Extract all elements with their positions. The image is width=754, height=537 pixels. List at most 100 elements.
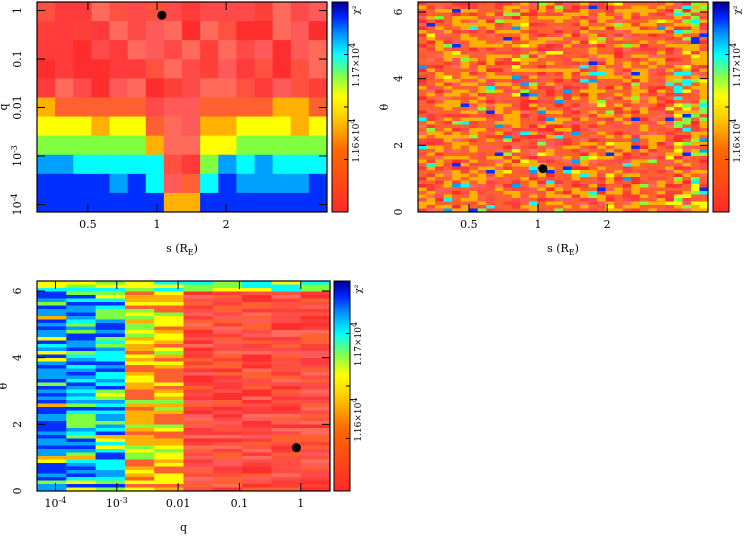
heatmap-cell: [656, 65, 666, 69]
heatmap-cell: [66, 375, 96, 380]
heatmap-cell: [66, 305, 96, 310]
heatmap-cell: [95, 368, 126, 373]
heatmap-cell: [699, 5, 709, 10]
heatmap-cell: [631, 65, 641, 69]
heatmap-cell: [254, 192, 274, 213]
heatmap-cell: [426, 145, 436, 150]
heatmap-cell: [183, 312, 214, 317]
heatmap-cell: [656, 9, 666, 13]
heatmap-cell: [73, 97, 92, 117]
heatmap-cell: [656, 163, 666, 167]
heatmap-cell: [290, 173, 310, 194]
heatmap-cell: [486, 191, 496, 195]
heatmap-cell: [605, 44, 615, 48]
heatmap-cell: [520, 145, 530, 150]
heatmap-cell: [665, 30, 675, 34]
heatmap-cell: [631, 2, 641, 6]
heatmap-cell: [520, 5, 530, 10]
heatmap-cell: [469, 110, 479, 115]
heatmap-cell: [665, 93, 675, 97]
heatmap-cell: [665, 40, 675, 45]
heatmap-cell: [418, 128, 427, 132]
heatmap-cell: [55, 173, 74, 194]
heatmap-cell: [242, 347, 272, 352]
heatmap-cell: [545, 170, 555, 174]
heatmap-cell: [163, 2, 183, 22]
heatmap-cell: [545, 93, 555, 97]
heatmap-cell: [605, 180, 615, 185]
heatmap-cell: [452, 2, 462, 6]
heatmap-cell: [124, 295, 155, 299]
heatmap-cell: [571, 208, 581, 213]
heatmap-cell: [212, 340, 243, 345]
heatmap-cell: [494, 173, 504, 178]
heatmap-cell: [503, 26, 513, 31]
heatmap-cell: [460, 121, 470, 125]
heatmap-cell: [528, 205, 538, 209]
heatmap-cell: [271, 312, 302, 317]
heatmap-cell: [622, 152, 632, 157]
heatmap-cell: [563, 12, 572, 17]
heatmap-cell: [477, 44, 487, 48]
heatmap-cell: [580, 93, 589, 97]
heatmap-cell: [639, 79, 649, 83]
heatmap-cell: [588, 166, 598, 171]
heatmap-cell: [426, 166, 436, 171]
heatmap-cell: [682, 117, 692, 122]
heatmap-cell: [537, 12, 547, 17]
heatmap-cell: [580, 194, 589, 199]
colorbar-tick-label: 1.16×104: [729, 119, 743, 163]
heatmap-cell: [673, 47, 683, 52]
heatmap-cell: [554, 82, 564, 87]
heatmap-cell: [528, 96, 538, 101]
heatmap-cell: [494, 208, 504, 213]
heatmap-cell: [154, 333, 184, 338]
heatmap-cell: [665, 44, 675, 48]
heatmap-cell: [622, 47, 632, 52]
heatmap-cell: [545, 79, 555, 83]
heatmap-cell: [163, 59, 183, 79]
heatmap-cell: [154, 414, 184, 418]
heatmap-cell: [597, 198, 607, 202]
heatmap-cell: [418, 201, 427, 206]
heatmap-cell: [460, 96, 470, 101]
heatmap-cell: [528, 44, 538, 48]
heatmap-cell: [545, 149, 555, 153]
heatmap-cell: [639, 177, 649, 181]
heatmap-cell: [665, 12, 675, 17]
heatmap-cell: [426, 54, 436, 59]
heatmap-cell: [545, 19, 555, 24]
x-tick-label: 0.5: [460, 218, 478, 231]
heatmap-cell: [271, 396, 302, 401]
heatmap-cell: [528, 135, 538, 139]
heatmap-cell: [290, 2, 310, 22]
heatmap-cell: [545, 82, 555, 87]
heatmap-cell: [66, 400, 96, 404]
heatmap-cell: [300, 340, 331, 345]
heatmap-cell: [443, 103, 453, 108]
heatmap-cell: [503, 54, 513, 59]
heatmap-cell: [673, 89, 683, 94]
heatmap-cell: [665, 166, 675, 171]
heatmap-cell: [503, 72, 513, 76]
heatmap-cell: [477, 191, 487, 195]
heatmap-cell: [426, 117, 436, 122]
heatmap-cell: [622, 184, 632, 188]
heatmap-cell: [124, 302, 155, 306]
heatmap-cell: [673, 93, 683, 97]
heatmap-cell: [597, 23, 607, 27]
heatmap-cell: [124, 281, 155, 285]
heatmap-cell: [254, 21, 274, 41]
heatmap-cell: [588, 26, 598, 31]
best-fit-point: [538, 164, 548, 174]
heatmap-cell: [435, 54, 444, 59]
heatmap-cell: [66, 330, 96, 334]
heatmap-cell: [242, 431, 272, 436]
heatmap-cell: [477, 205, 487, 209]
heatmap-cell: [452, 9, 462, 13]
heatmap-cell: [66, 480, 96, 485]
heatmap-cell: [656, 16, 666, 20]
heatmap-cell: [605, 40, 615, 45]
heatmap-cell: [614, 2, 624, 6]
heatmap-cell: [183, 309, 214, 313]
